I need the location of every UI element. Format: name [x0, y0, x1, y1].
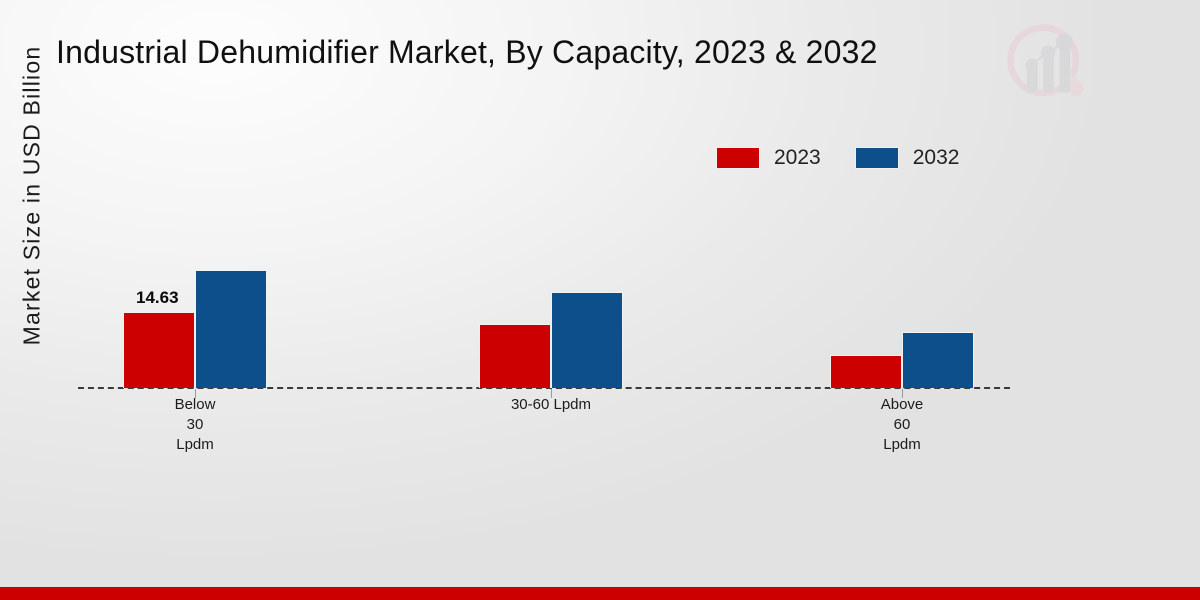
page-title: Industrial Dehumidifier Market, By Capac… — [56, 34, 878, 70]
bar-group-30-60-lpdm — [479, 292, 623, 388]
legend-swatch-2032 — [854, 147, 899, 169]
x-label-line: Lpdm — [883, 436, 921, 453]
x-label-above-60-lpdm: Above 60 Lpdm — [802, 395, 1002, 455]
x-label-30-60-lpdm: 30-60 Lpdm — [451, 395, 651, 415]
x-label-line: Lpdm — [176, 436, 214, 453]
legend-swatch-2023 — [716, 147, 760, 169]
legend-label-2023: 2023 — [774, 146, 821, 169]
x-label-line: Above — [880, 396, 924, 413]
bar-2032-above-60-lpdm[interactable] — [902, 332, 974, 388]
x-tick-above-60-lpdm — [902, 389, 903, 398]
bar-group-above-60-lpdm — [830, 332, 974, 388]
bar-value-label: 14.63 — [136, 288, 179, 307]
x-tick-30-60-lpdm — [551, 389, 552, 398]
bar-2032-30-60-lpdm[interactable] — [551, 292, 623, 388]
legend-label-2032: 2032 — [912, 146, 960, 169]
bar-group-below-30-lpdm — [123, 270, 267, 388]
x-label-below-30-lpdm: Below 30 Lpdm — [95, 395, 295, 455]
x-axis-baseline — [78, 387, 1010, 389]
x-label-line: 60 — [893, 416, 911, 433]
chart-legend: 2023 2032 — [716, 146, 959, 170]
bar-2032-below-30-lpdm[interactable] — [195, 270, 267, 388]
magnifier-bar-chart-logo-icon — [1000, 18, 1096, 114]
x-label-line: 30-60 Lpdm — [510, 396, 592, 413]
footer-stripe — [0, 587, 1200, 600]
bar-2023-below-30-lpdm[interactable] — [123, 312, 195, 388]
x-tick-below-30-lpdm — [195, 389, 196, 398]
x-label-line: Below — [174, 396, 216, 413]
legend-item-2023[interactable]: 2023 — [716, 146, 821, 170]
bar-2023-30-60-lpdm[interactable] — [479, 324, 551, 388]
legend-item-2032[interactable]: 2032 — [854, 146, 960, 170]
bar-2023-above-60-lpdm[interactable] — [830, 355, 902, 388]
x-label-line: 30 — [186, 416, 204, 433]
